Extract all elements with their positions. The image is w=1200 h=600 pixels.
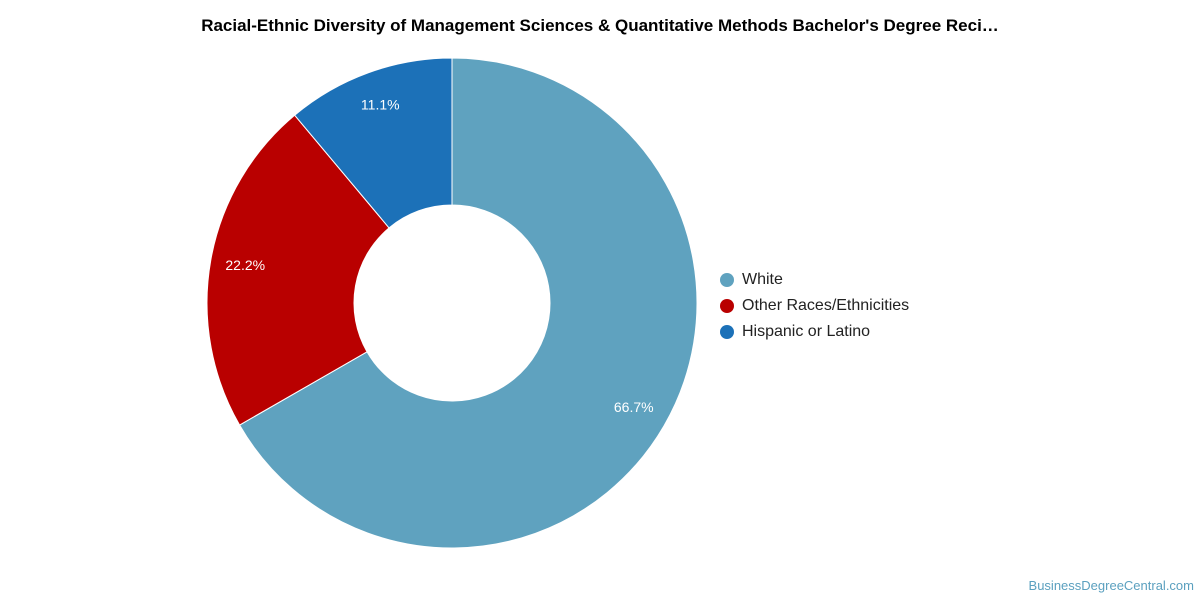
legend-swatch-hispanic <box>720 325 734 339</box>
slice-label-white: 66.7% <box>614 399 654 415</box>
legend-swatch-white <box>720 273 734 287</box>
legend-label-hispanic: Hispanic or Latino <box>742 323 871 340</box>
slice-label-hispanic: 11.1% <box>361 96 400 112</box>
slice-label-other-races: 22.2% <box>225 257 265 273</box>
legend-item-white[interactable]: White <box>720 267 909 293</box>
source-link[interactable]: BusinessDegreeCentral.com <box>1028 578 1194 593</box>
legend-label-other-races: Other Races/Ethnicities <box>742 297 910 314</box>
slice-white[interactable] <box>238 57 698 549</box>
legend-item-hispanic[interactable]: Hispanic or Latino <box>720 319 909 345</box>
legend: White Other Races/Ethnicities Hispanic o… <box>720 267 909 345</box>
slice-other-races[interactable] <box>206 114 390 426</box>
chart-title: Racial-Ethnic Diversity of Management Sc… <box>201 16 999 35</box>
legend-item-other-races[interactable]: Other Races/Ethnicities <box>720 293 909 319</box>
legend-label-white: White <box>742 271 783 288</box>
legend-swatch-other-races <box>720 299 734 313</box>
slice-hispanic[interactable] <box>293 57 453 229</box>
